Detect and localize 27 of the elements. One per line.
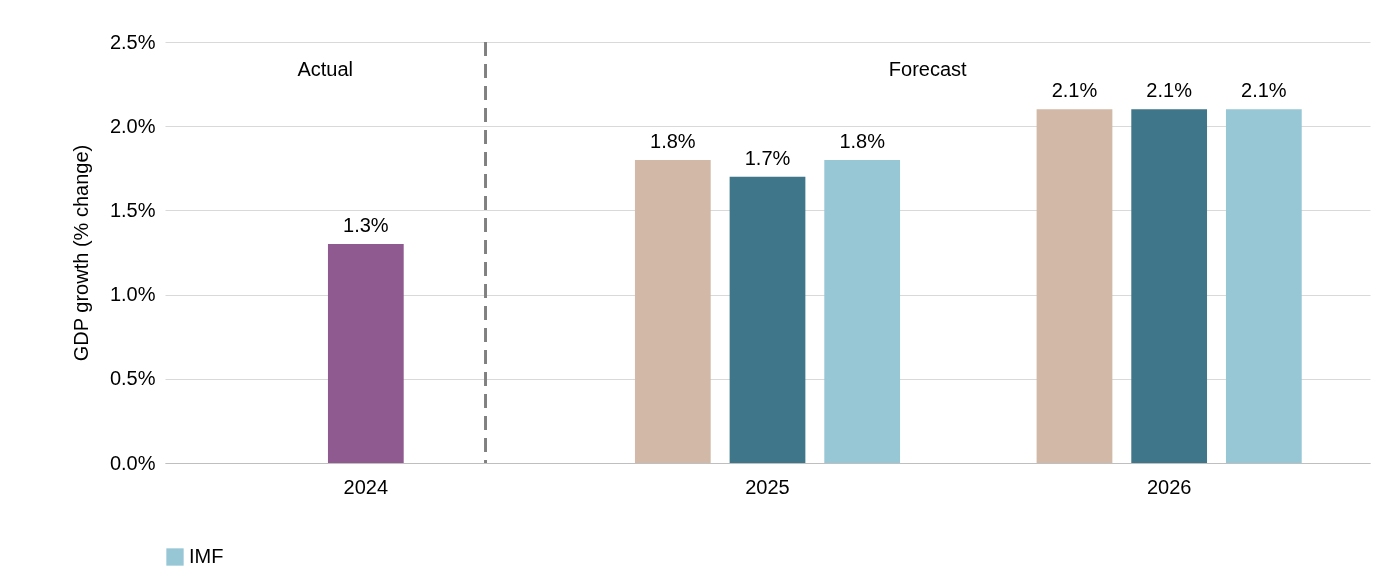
data-label: 1.7%: [744, 146, 791, 169]
y-axis-title: GDP growth (% change): [69, 144, 92, 362]
legend-label: IMF: [189, 545, 224, 567]
bar: [729, 176, 806, 463]
data-label: 2.1%: [1051, 79, 1098, 102]
data-label: 1.8%: [650, 129, 696, 152]
x-tick-label: 2025: [745, 475, 790, 498]
data-label: 1.3%: [343, 214, 389, 237]
y-tick-label: 0.0%: [109, 451, 156, 474]
y-tick-label: 2.5%: [109, 30, 156, 53]
data-label: 2.1%: [1241, 79, 1287, 102]
bar: [327, 244, 404, 463]
bar: [824, 159, 901, 463]
y-tick-label: 1.0%: [109, 283, 156, 306]
annotation: Actual: [297, 58, 354, 80]
bar: [1036, 109, 1113, 463]
x-tick-label: 2024: [343, 475, 389, 498]
data-label: 1.8%: [839, 129, 886, 152]
y-tick-label: 1.5%: [109, 198, 156, 221]
y-tick-label: 2.0%: [109, 114, 156, 137]
bar: [1131, 109, 1208, 463]
y-tick-label: 0.5%: [109, 367, 156, 390]
x-tick-label: 2026: [1146, 475, 1192, 498]
bar: [1225, 109, 1302, 463]
annotation: Forecast: [888, 58, 968, 80]
bar: [634, 159, 711, 463]
data-label: 2.1%: [1146, 79, 1193, 102]
